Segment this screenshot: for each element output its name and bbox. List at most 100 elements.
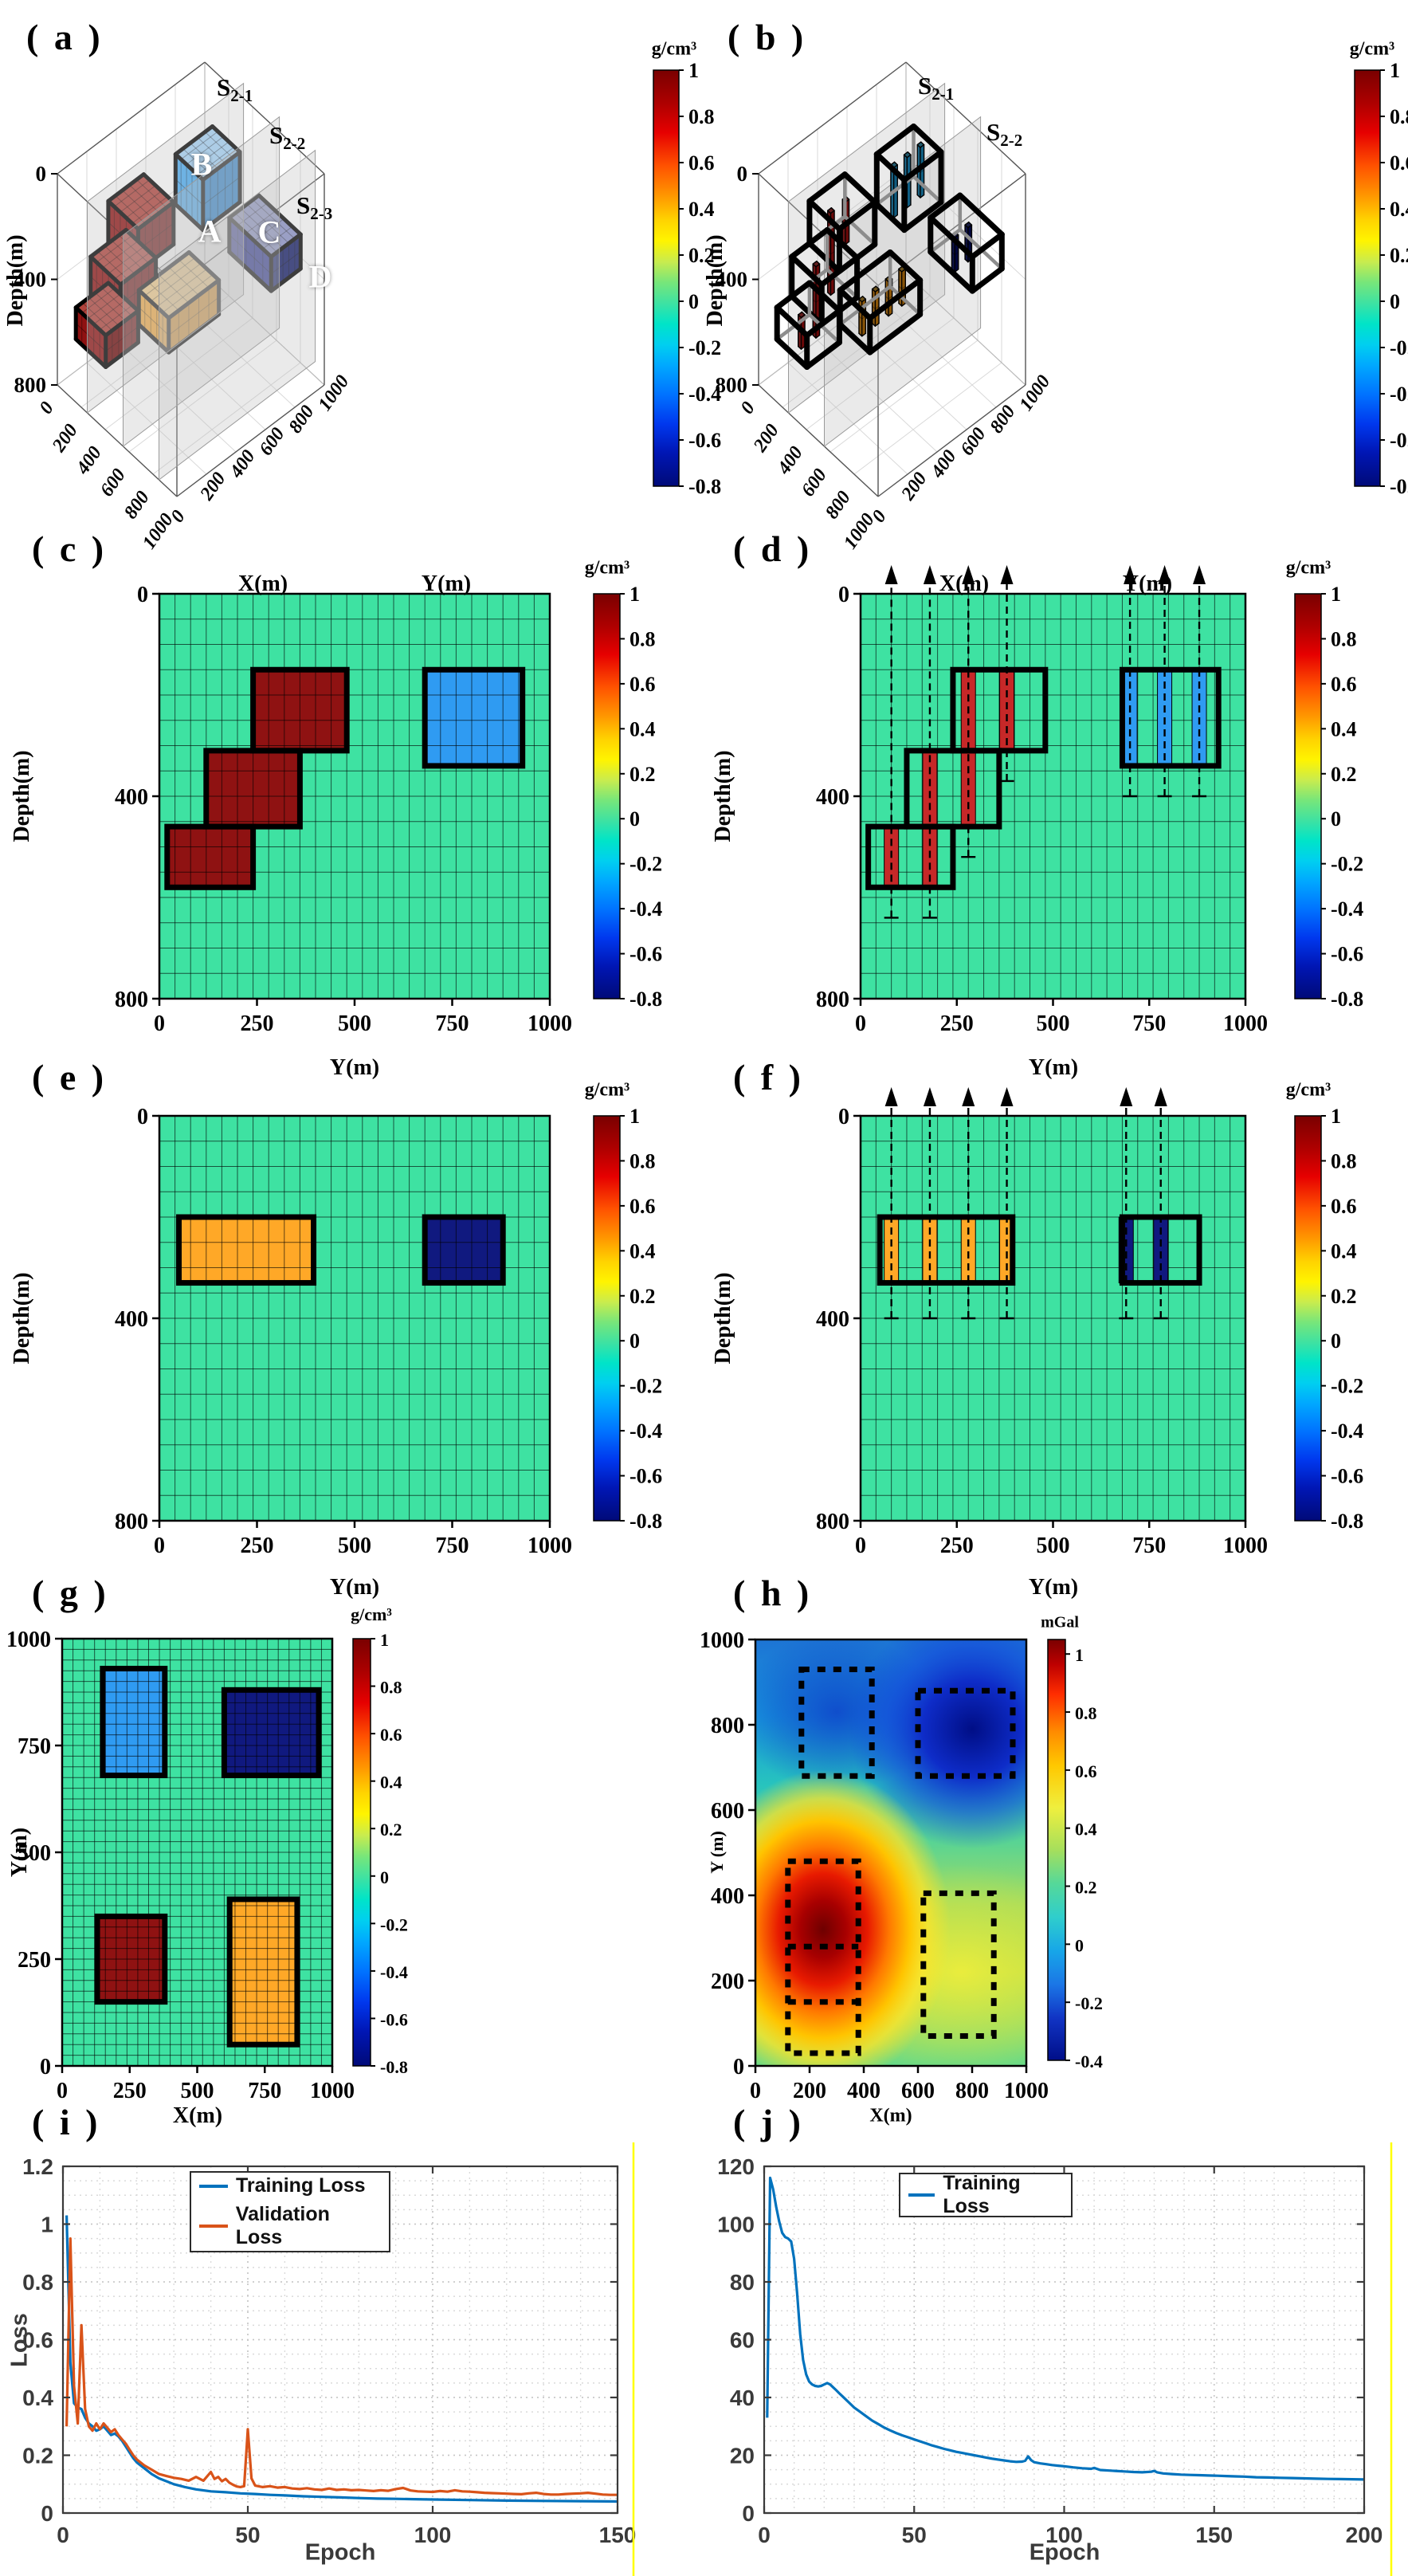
panel-h-letter: ( h ) — [733, 1573, 813, 1613]
svg-text:0.4: 0.4 — [22, 2386, 53, 2410]
svg-text:600: 600 — [711, 1799, 744, 1824]
svg-text:250: 250 — [113, 2079, 147, 2103]
svg-text:-0.8: -0.8 — [1390, 475, 1408, 498]
svg-text:1: 1 — [1390, 59, 1400, 82]
svg-text:1000: 1000 — [315, 371, 354, 414]
svg-text:-0.2: -0.2 — [1331, 1375, 1363, 1398]
svg-text:0.2: 0.2 — [22, 2444, 53, 2468]
svg-text:0.8: 0.8 — [629, 1149, 656, 1172]
svg-text:1000: 1000 — [700, 1628, 744, 1653]
colorbar-h: 1 0.8 0.6 0.4 0.2 0 -0.2 -0.4 — [1047, 1639, 1103, 2071]
panel-b-3d-model: 0400800020040060080010000200400600800100… — [716, 61, 1054, 553]
svg-text:0: 0 — [137, 1105, 148, 1129]
svg-text:-0.8: -0.8 — [688, 475, 721, 498]
section-label-b-s2-2: S2-2 — [986, 118, 1022, 151]
svg-text:0.2: 0.2 — [1075, 1878, 1097, 1898]
block-a-letter: A — [198, 213, 222, 249]
series-j-0 — [766, 2176, 1365, 2481]
svg-text:0.2: 0.2 — [688, 244, 715, 267]
svg-text:0.8: 0.8 — [1390, 105, 1408, 128]
panel-c-section: 0 250 500 750 1000 0 400 800 — [115, 583, 572, 1036]
panel-a-zlabel: Depth(m) — [3, 234, 28, 327]
svg-text:500: 500 — [338, 1011, 371, 1036]
svg-text:200: 200 — [749, 421, 783, 457]
colorbar-c-unit: g/cm³ — [584, 557, 630, 579]
svg-text:-0.6: -0.6 — [629, 1465, 662, 1488]
svg-text:0.6: 0.6 — [1390, 151, 1408, 175]
panel-f-section: 0 250 500 750 1000 0 400 800 — [816, 1087, 1268, 1558]
panel-b-zlabel: Depth(m) — [703, 234, 728, 327]
svg-text:500: 500 — [1037, 1011, 1070, 1036]
svg-text:600: 600 — [901, 2079, 935, 2103]
svg-text:400: 400 — [115, 785, 148, 810]
colorbar-d: 1 0.8 0.6 0.4 0.2 0 -0.2 -0.4 -0.6 -0.8 — [1294, 583, 1363, 1011]
svg-text:0: 0 — [57, 2079, 68, 2103]
panel-c-letter: ( c ) — [32, 528, 108, 569]
colorbar-g-unit: g/cm³ — [351, 1604, 392, 1624]
panel-j-letter: ( j ) — [733, 2102, 804, 2142]
panel-b-xlabel: X(m) — [939, 571, 990, 596]
svg-text:0: 0 — [742, 2501, 755, 2526]
svg-text:-0.8: -0.8 — [629, 988, 662, 1011]
legend-text-validation: Validation Loss — [235, 2203, 330, 2248]
svg-text:250: 250 — [241, 1011, 274, 1036]
panel-f-letter: ( f ) — [733, 1057, 804, 1098]
svg-text:400: 400 — [847, 2079, 880, 2103]
svg-text:0: 0 — [380, 1867, 389, 1887]
svg-text:200: 200 — [793, 2079, 826, 2103]
svg-text:-0.8: -0.8 — [1331, 1510, 1363, 1533]
svg-text:0.8: 0.8 — [22, 2270, 53, 2295]
svg-text:1000: 1000 — [1004, 2079, 1049, 2103]
panel-a-3d-model: 0400800020040060080010000200400600800100… — [14, 61, 354, 553]
svg-text:50: 50 — [902, 2523, 927, 2547]
svg-text:0: 0 — [750, 2079, 761, 2103]
svg-text:-0.8: -0.8 — [629, 1510, 662, 1533]
svg-text:150: 150 — [1195, 2523, 1233, 2547]
panel-f-ylabel: Depth(m) — [711, 1272, 735, 1365]
panel-j-line-chart: 0 50 100 150 200 0 20 40 60 80 100 120 — [717, 2154, 1383, 2547]
section-label-b-s2-1: S2-1 — [918, 72, 954, 104]
svg-text:500: 500 — [1037, 1533, 1070, 1558]
svg-text:0: 0 — [733, 2055, 744, 2079]
legend-line-validation — [199, 2225, 228, 2228]
colorbar-f-unit: g/cm³ — [1285, 1079, 1332, 1101]
svg-text:1000: 1000 — [528, 1533, 572, 1558]
svg-text:0.8: 0.8 — [1075, 1703, 1097, 1723]
block-c-letter: C — [257, 214, 281, 250]
svg-text:800: 800 — [285, 402, 319, 437]
svg-text:0: 0 — [1331, 807, 1341, 831]
svg-text:600: 600 — [96, 465, 130, 501]
panel-a-xlabel: X(m) — [237, 571, 288, 596]
section-label-a-s2-3: S2-3 — [296, 191, 332, 224]
colorbar-d-unit: g/cm³ — [1285, 557, 1332, 579]
svg-text:-0.6: -0.6 — [1331, 943, 1363, 966]
svg-text:50: 50 — [235, 2523, 260, 2547]
svg-text:-0.6: -0.6 — [1390, 429, 1408, 452]
svg-text:0: 0 — [1390, 290, 1400, 313]
svg-text:0.4: 0.4 — [629, 717, 656, 740]
s-base: S — [296, 191, 311, 219]
s-sub: 2-1 — [230, 86, 253, 106]
svg-text:0: 0 — [137, 583, 148, 607]
s-base: S — [217, 73, 231, 101]
legend-item-training: Training Loss — [199, 2174, 381, 2197]
svg-text:500: 500 — [18, 1841, 51, 1866]
svg-text:0.4: 0.4 — [1075, 1820, 1097, 1840]
colorbar-a-unit: g/cm³ — [651, 38, 697, 60]
svg-text:-0.4: -0.4 — [629, 1420, 662, 1443]
s-base: S — [269, 121, 284, 149]
svg-text:0.4: 0.4 — [688, 198, 715, 221]
svg-text:0: 0 — [688, 290, 699, 313]
panel-e-xlabel: Y(m) — [329, 1575, 380, 1600]
svg-text:0: 0 — [629, 807, 640, 831]
svg-text:0.8: 0.8 — [629, 627, 656, 650]
svg-text:-0.2: -0.2 — [1075, 1993, 1103, 2013]
colorbar-e-unit: g/cm³ — [584, 1079, 630, 1101]
svg-text:200: 200 — [48, 421, 82, 457]
svg-text:0.8: 0.8 — [1331, 627, 1357, 650]
legend-line-training — [199, 2184, 228, 2188]
svg-text:750: 750 — [248, 2079, 281, 2103]
svg-text:1: 1 — [1075, 1645, 1084, 1665]
svg-text:250: 250 — [940, 1011, 974, 1036]
